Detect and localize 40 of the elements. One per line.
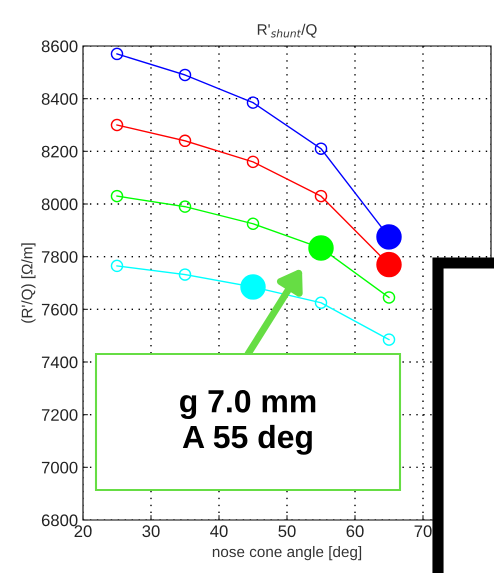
y-tick-label: 7200 xyxy=(42,409,78,421)
y-tick-label: 7600 xyxy=(42,304,78,316)
x-tick-label: 70 xyxy=(414,525,432,538)
point xyxy=(314,190,328,202)
point xyxy=(178,68,192,82)
y-tick-label: 8000 xyxy=(42,198,78,210)
annotation: g 7.0 mm A 55 deg xyxy=(180,390,316,455)
y-tick-label: 8600 xyxy=(42,40,78,52)
point xyxy=(382,333,396,346)
point xyxy=(246,156,260,168)
y-tick-label: 7800 xyxy=(42,251,78,263)
point xyxy=(308,235,334,261)
point xyxy=(382,291,396,304)
point xyxy=(110,260,124,272)
y-tick-label: 7400 xyxy=(42,356,78,368)
point xyxy=(110,48,124,60)
point xyxy=(246,218,260,230)
point xyxy=(110,190,124,202)
point xyxy=(314,142,328,155)
point xyxy=(110,118,124,132)
y-tick-label: 7000 xyxy=(42,462,78,474)
x-axis-title: nose cone angle [deg] xyxy=(212,546,362,560)
y-tick-label: 8400 xyxy=(42,93,78,105)
x-tick-label: 20 xyxy=(74,525,92,538)
y-tick-label: 6800 xyxy=(42,514,78,526)
x-tick-label: 40 xyxy=(210,525,228,538)
point xyxy=(246,96,260,109)
point xyxy=(178,134,192,148)
point xyxy=(314,296,328,309)
x-tick-label: 30 xyxy=(142,525,160,538)
x-tick-label: 60 xyxy=(346,525,364,538)
point xyxy=(376,224,402,250)
point xyxy=(178,200,192,213)
x-tick-label: 50 xyxy=(278,525,296,538)
y-axis-title: (R'/Q) [Ω/m] xyxy=(21,243,36,323)
point xyxy=(376,252,402,278)
point xyxy=(240,274,266,300)
y-tick-label: 8200 xyxy=(42,146,78,158)
point xyxy=(178,268,192,281)
chart-title: R'$_{shunt}$/Q xyxy=(258,24,317,38)
